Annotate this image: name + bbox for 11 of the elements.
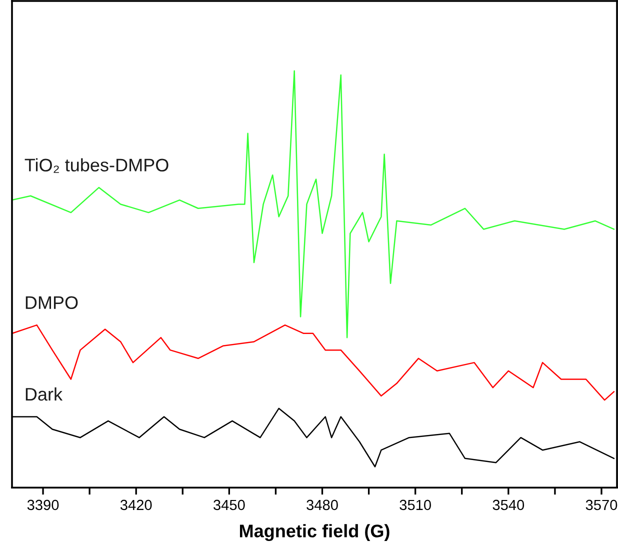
series-label: DMPO	[26, 296, 78, 309]
x-tick-label: 3390	[27, 500, 59, 510]
x-tick-label: 3570	[586, 500, 618, 510]
series-label: Dark	[26, 387, 63, 401]
x-axis-title: Magnetic field (G)	[240, 524, 390, 542]
x-tick-label: 3510	[400, 500, 431, 510]
series-label: TiO₂ tubes-DMPO	[24, 158, 168, 173]
x-tick-label: 3450	[214, 500, 245, 510]
x-tick-label: 3420	[120, 500, 152, 510]
x-tick-label: 3480	[306, 500, 338, 510]
x-tick-label: 3540	[492, 500, 524, 510]
